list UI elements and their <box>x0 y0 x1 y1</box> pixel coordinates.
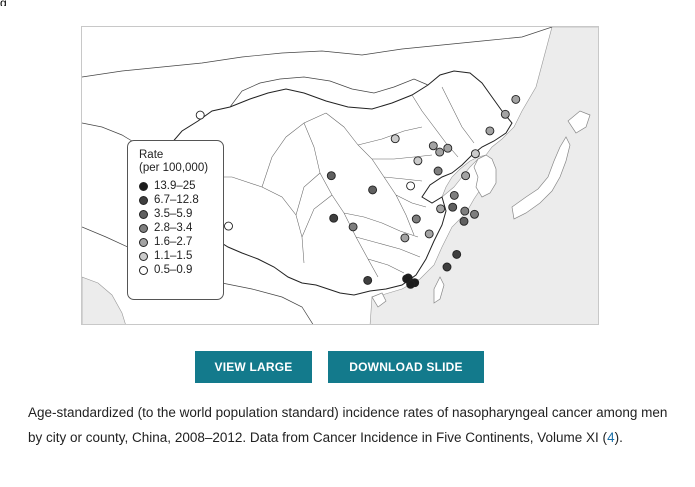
map-point <box>470 149 480 159</box>
map-point <box>363 275 373 285</box>
map-point <box>460 206 470 216</box>
taiwan-island <box>433 276 445 304</box>
download-slide-button[interactable]: DOWNLOAD SLIDE <box>328 351 484 383</box>
map-point <box>461 171 471 181</box>
sea-west <box>82 276 126 324</box>
map-point <box>329 213 339 223</box>
legend-item: 3.5–5.9 <box>139 207 223 221</box>
legend-label: 2.8–3.4 <box>154 221 193 234</box>
legend-swatch <box>139 237 148 247</box>
legend-swatch <box>139 223 148 233</box>
map-canvas <box>82 27 598 324</box>
province-borders <box>202 86 475 278</box>
hokkaido-island <box>567 110 591 134</box>
legend-label: 1.6–2.7 <box>154 235 193 248</box>
legend-label: 6.7–12.8 <box>154 193 199 206</box>
legend-subtitle: (per 100,000) <box>139 162 209 174</box>
caption-text: Age-standardized (to the world populatio… <box>28 405 668 445</box>
map-point <box>368 185 378 195</box>
map-point <box>433 166 443 176</box>
map-point <box>442 262 452 272</box>
legend-label: 13.9–25 <box>154 179 196 192</box>
map-point <box>449 190 459 200</box>
legend-item: 1.6–2.7 <box>139 235 223 249</box>
hainan-island <box>371 292 387 308</box>
legend-swatch <box>139 195 148 205</box>
map-point <box>443 143 453 153</box>
caption-reference-link[interactable]: 4 <box>607 430 615 445</box>
china-map-figure: Rate (per 100,000) 13.9–25 6.7–12.8 3.5–5.… <box>81 26 599 325</box>
legend-item: 0.5–0.9 <box>139 263 223 277</box>
map-point <box>485 126 495 136</box>
map-point <box>224 221 233 231</box>
map-point <box>348 222 358 232</box>
figure-corner-glyph: g <box>0 0 8 6</box>
map-point <box>452 249 462 259</box>
caption-suffix: ). <box>614 430 623 445</box>
map-point <box>428 141 438 151</box>
view-large-button[interactable]: VIEW LARGE <box>195 351 312 383</box>
map-point <box>411 214 421 224</box>
map-point <box>400 233 410 243</box>
legend-items: 13.9–25 6.7–12.8 3.5–5.9 2.8–3.4 1.6–2.7 1.1–… <box>139 179 223 277</box>
map-point <box>195 110 205 120</box>
map-point <box>435 147 445 157</box>
china-outline <box>141 70 513 296</box>
map-point <box>402 274 412 284</box>
legend-swatch <box>139 181 148 191</box>
map-point <box>424 229 434 239</box>
legend-swatch <box>139 265 148 275</box>
legend-item: 1.1–1.5 <box>139 249 223 263</box>
legend-swatch <box>139 209 148 219</box>
legend-label: 1.1–1.5 <box>154 249 193 262</box>
korea-peninsula <box>473 154 497 198</box>
legend-item: 2.8–3.4 <box>139 221 223 235</box>
map-point <box>448 202 458 212</box>
mongolia-border <box>229 76 429 108</box>
map-point <box>326 171 336 181</box>
map-legend: Rate (per 100,000) 13.9–25 6.7–12.8 3.5–5.… <box>127 140 224 300</box>
map-point <box>436 204 446 214</box>
map-point <box>406 181 416 191</box>
legend-label: 0.5–0.9 <box>154 263 193 276</box>
map-point <box>390 134 400 144</box>
japan-island <box>511 136 571 220</box>
legend-item: 13.9–25 <box>139 179 223 193</box>
legend-swatch <box>139 251 148 261</box>
russia-border <box>82 27 553 78</box>
map-point <box>511 94 521 104</box>
map-point <box>413 156 423 166</box>
map-point <box>500 109 510 119</box>
map-point <box>470 209 479 219</box>
map-point <box>459 216 469 226</box>
legend-title: Rate <box>139 149 164 161</box>
legend-item: 6.7–12.8 <box>139 193 223 207</box>
legend-label: 3.5–5.9 <box>154 207 193 220</box>
figure-caption: Age-standardized (to the world populatio… <box>28 400 668 450</box>
